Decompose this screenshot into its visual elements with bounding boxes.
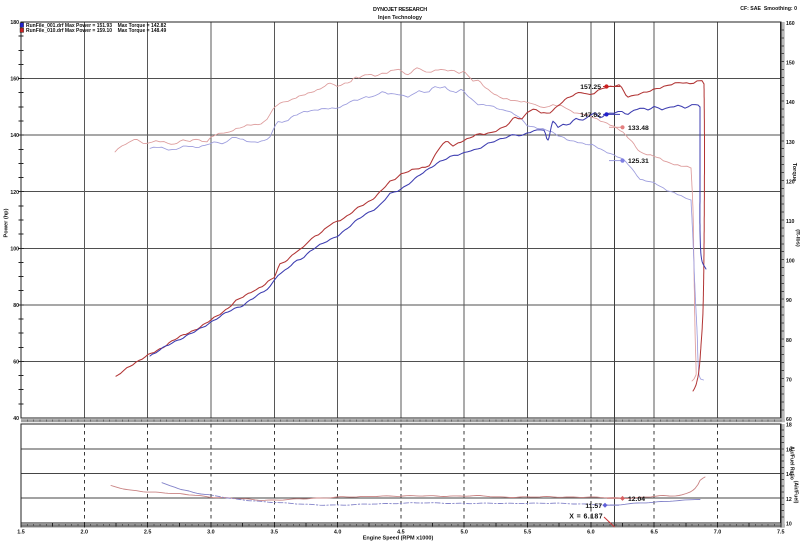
svg-text:(Air/Fuel): (Air/Fuel) <box>793 481 799 504</box>
svg-text:6.5: 6.5 <box>650 530 658 536</box>
svg-text:140: 140 <box>786 100 795 106</box>
svg-text:(ft-lbs): (ft-lbs) <box>795 229 800 247</box>
svg-text:70: 70 <box>786 377 792 383</box>
svg-text:X = 6.187: X = 6.187 <box>569 514 603 521</box>
svg-text:140: 140 <box>10 133 19 139</box>
svg-text:80: 80 <box>786 338 792 344</box>
svg-text:100: 100 <box>786 259 795 265</box>
svg-text:90: 90 <box>786 298 792 304</box>
svg-text:11.57: 11.57 <box>585 503 602 510</box>
svg-text:10: 10 <box>786 522 792 528</box>
svg-text:7.5: 7.5 <box>777 530 785 536</box>
svg-text:6.0: 6.0 <box>587 530 595 536</box>
svg-text:2.5: 2.5 <box>144 530 152 536</box>
svg-text:133.48: 133.48 <box>628 125 649 132</box>
svg-text:5.5: 5.5 <box>524 530 532 536</box>
svg-text:3.5: 3.5 <box>271 530 279 536</box>
svg-text:3.0: 3.0 <box>207 530 215 536</box>
svg-text:100: 100 <box>10 246 19 252</box>
svg-text:Torque: Torque <box>791 163 797 182</box>
svg-text:RunFile_010.drf Max Power = 15: RunFile_010.drf Max Power = 159.10 Max T… <box>26 28 166 34</box>
svg-text:120: 120 <box>10 190 19 196</box>
svg-text:5.0: 5.0 <box>460 530 468 536</box>
svg-text:CF: SAE Smoothing: 0: CF: SAE Smoothing: 0 <box>740 6 797 12</box>
svg-text:180: 180 <box>10 20 19 26</box>
svg-text:7.0: 7.0 <box>714 530 722 536</box>
svg-text:110: 110 <box>786 219 794 225</box>
svg-text:150: 150 <box>786 61 795 67</box>
svg-text:2.0: 2.0 <box>81 530 89 536</box>
svg-text:Power (hp): Power (hp) <box>4 208 10 237</box>
svg-text:130: 130 <box>786 140 795 146</box>
svg-text:12.04: 12.04 <box>628 496 645 503</box>
svg-text:Air/Fuel Ratio: Air/Fuel Ratio <box>789 446 795 480</box>
svg-text:18: 18 <box>786 423 792 429</box>
svg-text:1.5: 1.5 <box>17 530 25 536</box>
svg-text:147.62: 147.62 <box>580 112 601 119</box>
svg-text:157.25: 157.25 <box>580 84 601 91</box>
svg-text:4.0: 4.0 <box>334 530 342 536</box>
svg-text:160: 160 <box>10 77 19 83</box>
svg-text:40: 40 <box>13 416 19 422</box>
svg-text:80: 80 <box>13 303 19 309</box>
svg-text:125.31: 125.31 <box>628 158 649 165</box>
svg-text:60: 60 <box>13 360 19 366</box>
svg-text:160: 160 <box>786 21 795 27</box>
svg-text:Engine Speed (RPM x1000): Engine Speed (RPM x1000) <box>363 536 434 542</box>
svg-text:Injen Technology: Injen Technology <box>378 15 422 21</box>
svg-text:12: 12 <box>786 497 792 503</box>
svg-text:DYNOJET RESEARCH: DYNOJET RESEARCH <box>373 7 427 13</box>
